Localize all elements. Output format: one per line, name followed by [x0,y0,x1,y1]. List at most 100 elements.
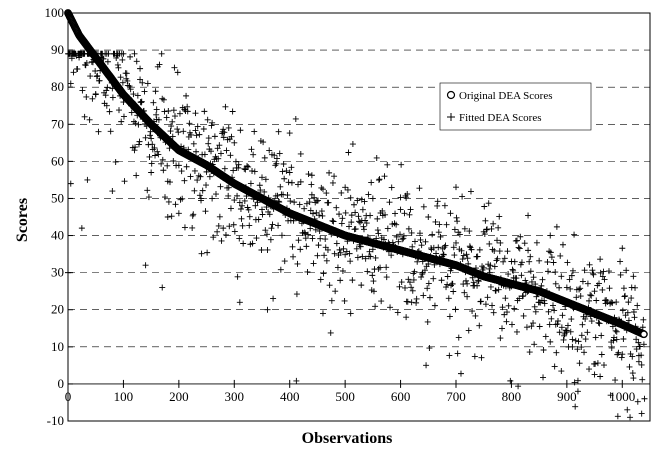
fitted-point-555 [372,254,379,261]
fitted-point-391 [281,258,288,265]
fitted-point-821 [520,292,527,299]
fitted-point-544 [366,248,373,255]
fitted-point-39 [86,116,93,123]
fitted-point-856 [539,276,546,283]
fitted-point-69 [103,87,110,94]
fitted-point-1067 [220,225,227,232]
fitted-point-1104 [558,273,565,280]
fitted-point-746 [478,354,485,361]
fitted-point-481 [331,250,338,257]
fitted-point-809 [513,275,520,282]
fitted-point-778 [496,213,503,220]
fitted-point-711 [459,193,466,200]
fitted-point-507 [346,223,353,230]
fitted-point-982 [609,299,616,306]
fitted-point-610 [403,194,410,201]
fitted-point-740 [475,277,482,284]
fitted-point-328 [246,213,253,220]
fitted-point-516 [351,201,358,208]
fitted-point-833 [526,349,533,356]
fitted-point-297 [229,108,236,115]
fitted-point-928 [579,321,586,328]
fitted-point-667 [434,198,441,205]
fitted-point-484 [333,204,340,211]
x-tick-label-200: 200 [169,389,189,404]
fitted-point-230 [192,127,199,134]
fitted-point-960 [597,256,604,263]
fitted-point-522 [354,197,361,204]
fitted-point-1007 [623,267,630,274]
y-tick-label-40: 40 [51,228,64,243]
x-tick-label-300: 300 [225,389,245,404]
fitted-point-340 [253,235,260,242]
fitted-point-100 [120,50,127,57]
fitted-point-1105 [563,284,570,291]
fitted-point-763 [487,283,494,290]
fitted-point-860 [541,300,548,307]
fitted-point-436 [306,199,313,206]
fitted-point-482 [332,288,339,295]
fitted-point-513 [349,277,356,284]
fitted-point-283 [221,165,228,172]
fitted-point-225 [189,212,196,219]
fitted-point-360 [264,246,271,253]
fitted-point-281 [220,134,227,141]
fitted-point-599 [397,231,404,238]
fitted-point-830 [525,212,532,219]
fitted-point-625 [411,268,418,275]
fitted-point-355 [261,154,268,161]
fitted-point-916 [572,337,579,344]
fitted-point-795 [505,302,512,309]
fitted-point-707 [456,231,463,238]
fitted-point-886 [556,284,563,291]
fitted-point-584 [388,184,395,191]
fitted-point-258 [208,148,215,155]
fitted-point-920 [574,377,581,384]
fitted-point-138 [141,88,148,95]
fitted-point-776 [495,224,502,231]
fitted-point-185 [167,128,174,135]
fitted-point-500 [342,251,349,258]
fitted-point-966 [600,268,607,275]
fitted-point-1035 [638,361,645,368]
fitted-point-859 [541,297,548,304]
fitted-point-188 [169,118,176,125]
x-tick-label-100: 100 [114,389,134,404]
fitted-point-818 [518,272,525,279]
fitted-point-472 [326,282,333,289]
fitted-point-743 [476,246,483,253]
fitted-point-1096 [486,265,493,272]
fitted-point-924 [577,285,584,292]
fitted-point-925 [577,293,584,300]
fitted-point-231 [193,148,200,155]
fitted-point-750 [480,264,487,271]
fitted-point-528 [357,243,364,250]
fitted-point-769 [491,247,498,254]
fitted-point-663 [432,218,439,225]
fitted-point-1090 [425,214,432,220]
fitted-point-608 [402,284,409,291]
fitted-point-937 [584,329,591,336]
fitted-point-411 [292,115,299,122]
fitted-point-944 [588,292,595,299]
fitted-point-547 [368,179,375,186]
fitted-point-810 [513,237,520,244]
fitted-point-208 [180,128,187,135]
fitted-point-172 [160,167,167,174]
fitted-point-147 [146,153,153,160]
fitted-point-494 [338,220,345,227]
fitted-point-524 [355,213,362,220]
fitted-point-133 [138,98,145,105]
fitted-point-878 [551,363,558,370]
fitted-point-344 [255,216,262,223]
fitted-point-118 [130,91,137,98]
fitted-point-787 [501,311,508,318]
fitted-point-186 [168,123,175,130]
fitted-point-404 [288,179,295,186]
fitted-point-760 [486,240,493,247]
fitted-point-194 [172,201,179,208]
fitted-point-629 [413,295,420,302]
fitted-point-349 [258,246,265,253]
fitted-point-75 [106,108,113,115]
fitted-point-532 [359,206,366,213]
